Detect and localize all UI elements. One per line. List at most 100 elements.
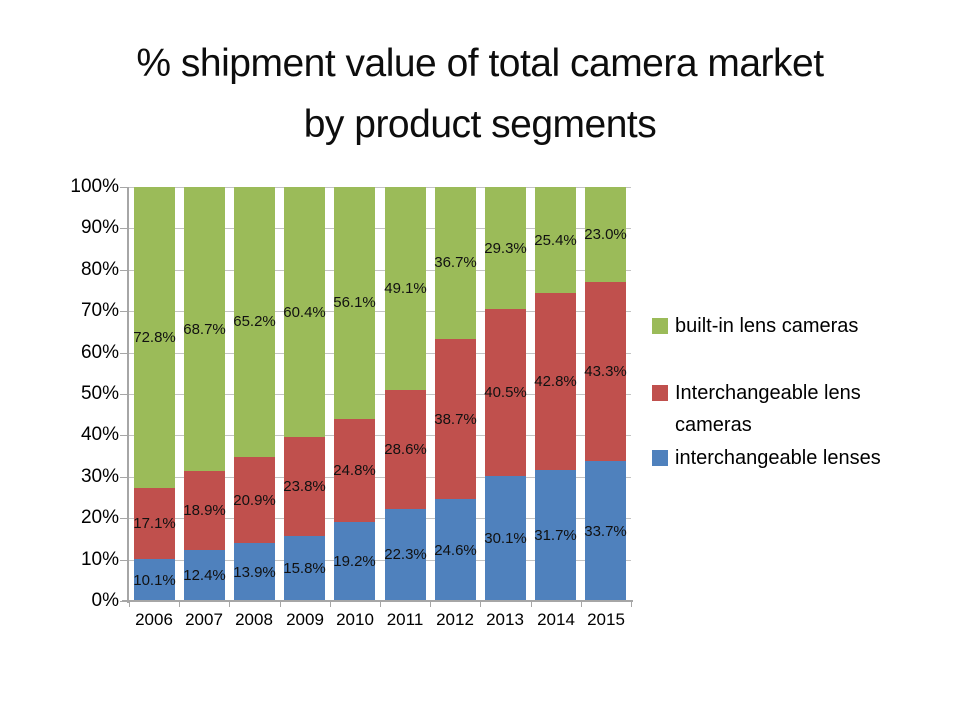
x-tick-label-2012: 2012: [436, 610, 474, 629]
gridline: [129, 311, 631, 312]
bar-segment-interchangeable-lens-cameras-2009: 23.8%: [283, 437, 326, 536]
bar-segment-built-in-lens-cameras-2015: 23.0%: [584, 187, 627, 283]
y-axis-tick: [120, 477, 128, 478]
x-tick-label-2015: 2015: [587, 610, 625, 629]
bar-value-label: 65.2%: [233, 313, 276, 331]
y-axis-line: [127, 187, 129, 603]
bar-segment-interchangeable-lens-cameras-2008: 20.9%: [233, 456, 276, 544]
gridline: [129, 477, 631, 478]
y-tick-label: 30%: [80, 466, 119, 487]
x-axis-tick: [129, 601, 130, 607]
bar-value-label: 15.8%: [283, 559, 326, 577]
bar-segment-built-in-lens-cameras-2010: 56.1%: [333, 186, 376, 419]
bar-segment-interchangeable-lens-cameras-2012: 38.7%: [434, 338, 477, 500]
gridline: [129, 228, 631, 229]
chart-title-line-1: % shipment value of total camera market: [136, 42, 824, 85]
legend-swatch-blue: [652, 450, 668, 466]
bar-segment-interchangeable-lens-cameras-2007: 18.9%: [183, 471, 226, 550]
bar-segment-built-in-lens-cameras-2008: 65.2%: [233, 187, 276, 457]
bar-segment-interchangeable-lens-cameras-2013: 40.5%: [484, 308, 527, 477]
bar-segment-interchangeable-lens-cameras-2015: 43.3%: [584, 282, 627, 462]
gridline: [129, 353, 631, 354]
gridline: [129, 187, 631, 188]
bar-value-label: 42.8%: [534, 372, 577, 390]
bar-segment-interchangeable-lenses-2015: 33.7%: [584, 461, 627, 601]
bar-value-label: 18.9%: [183, 502, 226, 520]
bar-value-label: 68.7%: [183, 320, 226, 338]
bar-value-label: 23.0%: [584, 226, 627, 244]
bar-segment-built-in-lens-cameras-2014: 25.4%: [534, 187, 577, 293]
bar-value-label: 56.1%: [333, 294, 376, 312]
legend-label: built-in lens cameras: [675, 315, 859, 337]
y-tick-label: 60%: [80, 342, 119, 363]
x-axis-tick: [280, 601, 281, 607]
bar-segment-interchangeable-lens-cameras-2014: 42.8%: [534, 292, 577, 470]
chart-title-line-2: by product segments: [303, 103, 657, 146]
y-axis-tick: [120, 187, 128, 188]
bar-column-2011: 22.3% 28.6% 49.1%: [384, 187, 427, 601]
bar-segment-interchangeable-lenses-2006: 10.1%: [133, 559, 176, 601]
y-tick-label: 0%: [91, 590, 119, 611]
x-tick-label-2013: 2013: [486, 610, 524, 629]
x-axis-tick: [480, 601, 481, 607]
bar-value-label: 33.7%: [584, 522, 627, 540]
x-axis-tick: [330, 601, 331, 607]
bar-segment-interchangeable-lens-cameras-2011: 28.6%: [384, 390, 427, 509]
y-axis-tick: [120, 394, 128, 395]
legend-swatch-green: [652, 318, 668, 334]
bar-value-label: 12.4%: [183, 566, 226, 584]
gridline: [129, 560, 631, 561]
bar-value-label: 36.7%: [434, 254, 477, 272]
y-axis-tick: [120, 270, 128, 271]
bar-segment-built-in-lens-cameras-2006: 72.8%: [133, 187, 176, 489]
gridline: [129, 394, 631, 395]
y-tick-label: 20%: [80, 507, 119, 528]
x-axis-tick: [581, 601, 582, 607]
gridline: [129, 518, 631, 519]
x-axis-line: [122, 600, 633, 602]
x-tick-label-2007: 2007: [185, 610, 223, 629]
y-axis-tick: [120, 311, 128, 312]
x-tick-label-2014: 2014: [537, 610, 575, 629]
bar-value-label: 43.3%: [584, 363, 627, 381]
bar-column-2008: 13.9% 20.9% 65.2%: [233, 187, 276, 601]
bar-value-label: 31.7%: [534, 526, 577, 544]
gridline: [129, 270, 631, 271]
legend-label: interchangeable lenses: [675, 447, 881, 469]
y-tick-label: 90%: [80, 217, 119, 238]
bar-segment-interchangeable-lenses-2007: 12.4%: [183, 549, 226, 601]
bar-segment-interchangeable-lenses-2008: 13.9%: [233, 543, 276, 601]
bar-value-label: 29.3%: [484, 239, 527, 257]
bar-value-label: 24.8%: [333, 461, 376, 479]
bar-value-label: 25.4%: [534, 231, 577, 249]
x-tick-label-2010: 2010: [336, 610, 374, 629]
legend-label: Interchangeable lens cameras: [675, 382, 861, 436]
bar-segment-built-in-lens-cameras-2011: 49.1%: [384, 187, 427, 391]
bar-column-2014: 31.7% 42.8% 25.4%: [534, 187, 577, 601]
x-axis-tick: [179, 601, 180, 607]
gridline: [129, 435, 631, 436]
bar-value-label: 72.8%: [133, 329, 176, 347]
bar-segment-interchangeable-lens-cameras-2010: 24.8%: [333, 418, 376, 522]
bar-column-2015: 33.7% 43.3% 23.0%: [584, 187, 627, 601]
y-tick-label: 100%: [70, 176, 119, 197]
bar-column-2007: 12.4% 18.9% 68.7%: [183, 187, 226, 601]
x-axis-tick: [631, 601, 632, 607]
bar-segment-interchangeable-lenses-2013: 30.1%: [484, 476, 527, 601]
x-axis-tick: [430, 601, 431, 607]
y-axis-tick: [120, 228, 128, 229]
y-tick-label: 80%: [80, 259, 119, 280]
x-tick-label-2008: 2008: [235, 610, 273, 629]
bar-value-label: 28.6%: [384, 440, 427, 458]
chart-title: % shipment value of total camera market …: [0, 33, 960, 155]
y-tick-label: 70%: [80, 300, 119, 321]
legend-item-built-in-lens-cameras: built-in lens cameras: [652, 310, 915, 342]
bar-value-label: 13.9%: [233, 563, 276, 581]
bar-value-label: 60.4%: [283, 303, 326, 321]
y-axis-tick: [120, 518, 128, 519]
bar-column-2010: 19.2% 24.8% 56.1%: [333, 186, 376, 601]
y-axis-tick: [120, 435, 128, 436]
bar-value-label: 23.8%: [283, 477, 326, 495]
x-axis-tick: [531, 601, 532, 607]
